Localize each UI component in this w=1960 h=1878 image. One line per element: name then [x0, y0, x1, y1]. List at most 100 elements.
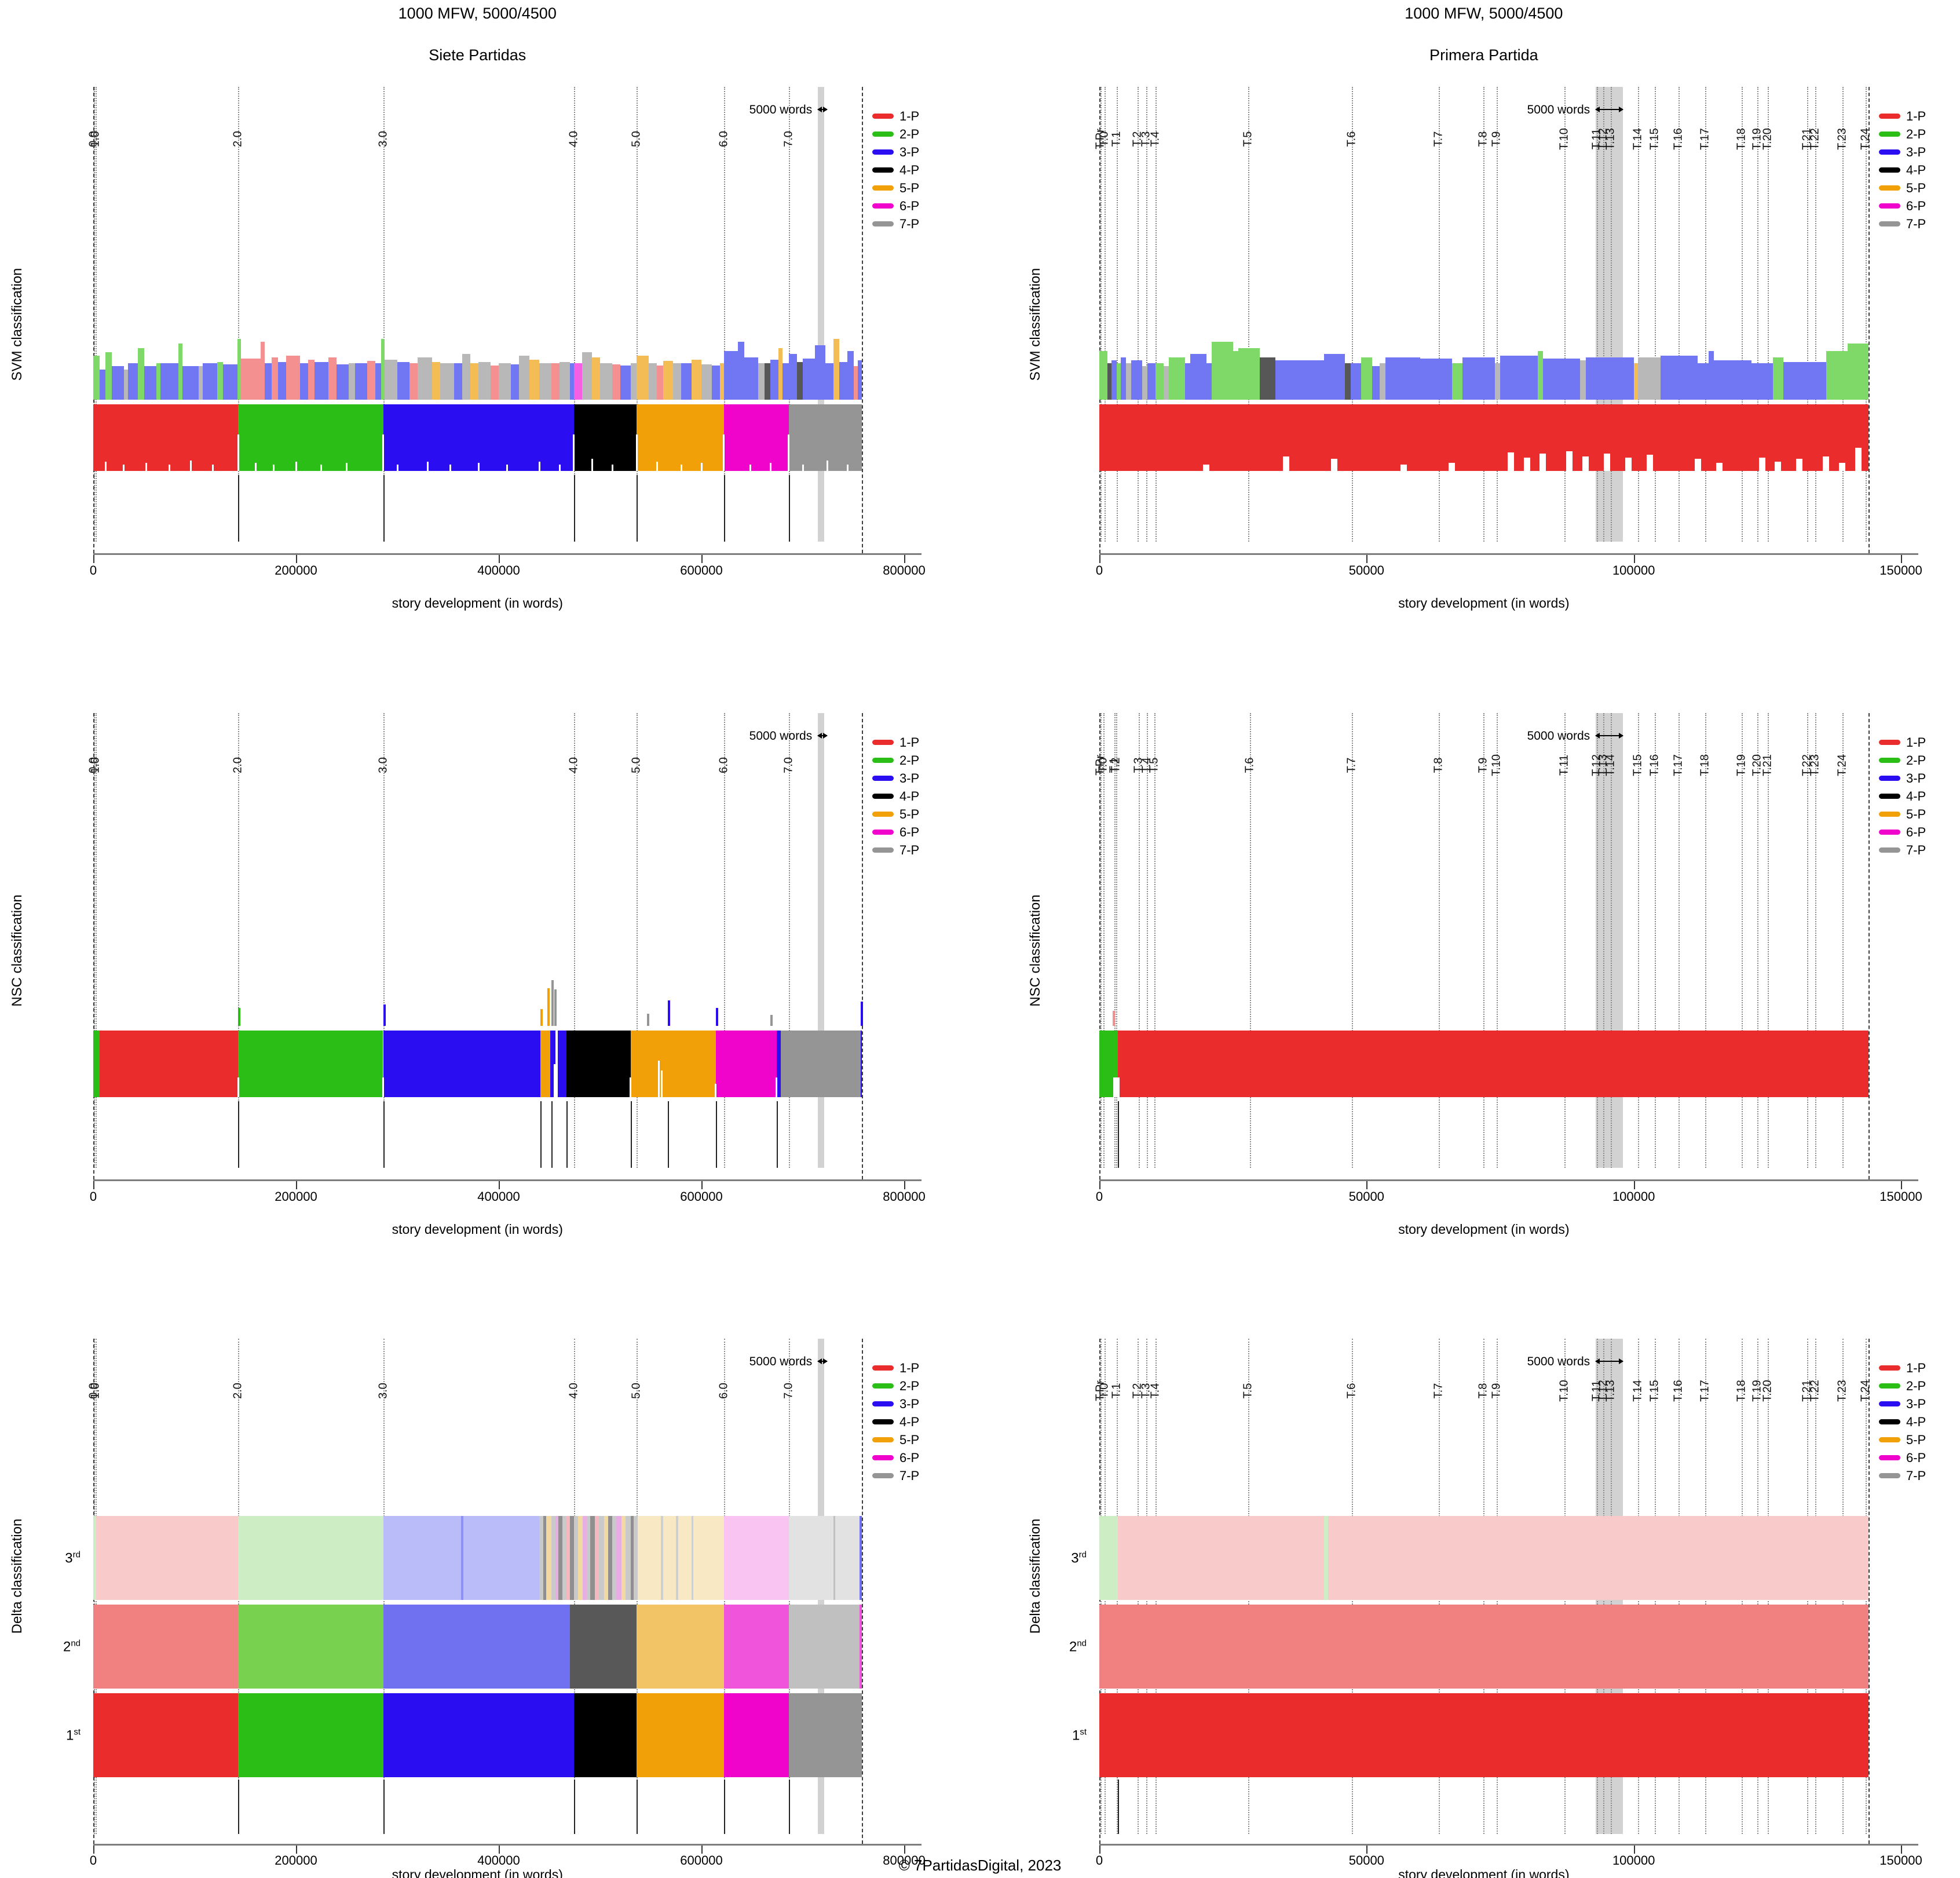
runner-up-spike [1113, 1010, 1116, 1026]
runner-up-bar [123, 369, 128, 400]
boundary-tick-line [573, 1780, 575, 1834]
section-tick-label: 7.0 [782, 131, 795, 147]
runner-up-bar [691, 359, 701, 400]
rank-label: 1st [66, 1727, 81, 1744]
section-divider-line [1705, 87, 1707, 542]
window-size-arrow [1596, 109, 1623, 110]
x-axis-tick [904, 1846, 905, 1854]
rank-band-segment [616, 1516, 621, 1600]
classification-band-segment [860, 1031, 862, 1097]
rank-band-segment [383, 1693, 574, 1777]
x-axis-tick [1633, 1181, 1635, 1189]
chart-subtitle: Primera Partida [1429, 46, 1538, 64]
legend-label: 5-P [1906, 806, 1926, 821]
band-notch [189, 460, 192, 471]
runner-up-bar [1380, 363, 1385, 400]
section-divider-line [1603, 713, 1605, 1168]
section-tick-label: T.18 [1698, 754, 1712, 776]
legend-label: 7-P [899, 842, 920, 857]
section-tick-label: T.1 [1110, 1383, 1123, 1399]
section-tick-label: T.4 [1149, 131, 1162, 147]
classification-band-segment [383, 1031, 540, 1097]
x-axis-tick-label: 600000 [680, 1853, 723, 1868]
rank-band-segment [599, 1516, 604, 1600]
y-axis-label: Delta classification [9, 1518, 25, 1634]
runner-up-bar [1275, 360, 1324, 400]
rank-band-segment [238, 1516, 383, 1600]
runner-up-bar [1451, 363, 1463, 400]
runner-up-bar [93, 356, 100, 400]
section-tick-label: T.13 [1604, 1380, 1617, 1402]
rank-band-segment [587, 1516, 590, 1600]
runner-up-bar [1847, 344, 1868, 400]
legend-label: 3-P [899, 144, 920, 159]
runner-up-bar [1168, 357, 1185, 400]
section-divider-line [238, 713, 240, 1168]
x-axis-line [1099, 553, 1918, 555]
arrow-right-head [1619, 107, 1624, 112]
band-notch [123, 464, 125, 471]
runner-up-bar [264, 363, 272, 400]
runner-up-bar [105, 352, 112, 400]
rank-band-segment [608, 1516, 612, 1600]
x-axis-tick-label: 50000 [1348, 563, 1384, 578]
section-divider-line [1100, 87, 1102, 542]
legend-swatch [872, 1473, 894, 1478]
rank-label: 3rd [65, 1550, 81, 1566]
runner-up-bar [1494, 363, 1500, 400]
legend-item: 3-P [1879, 143, 1926, 161]
section-divider-line [573, 713, 575, 1168]
band-notch [661, 1070, 663, 1097]
boundary-tick-line [776, 1101, 778, 1168]
boundary-tick-line [668, 1101, 670, 1168]
runner-up-bar [397, 361, 409, 400]
rank-number: 3 [65, 1550, 73, 1566]
legend-swatch [872, 1365, 894, 1371]
section-tick-label: T.8 [1476, 1383, 1490, 1399]
runner-up-bar [1772, 357, 1783, 400]
runner-up-bar [612, 364, 620, 400]
boundary-tick-line [238, 1101, 240, 1168]
section-divider-line [1679, 87, 1680, 542]
classification-band-segment [238, 404, 383, 471]
rank-band-segment [569, 1605, 637, 1689]
text-boundary-dashed-line [861, 87, 863, 553]
window-size-label: 5000 words [1527, 1355, 1590, 1368]
legend-swatch [1879, 203, 1900, 209]
runner-up-bar [385, 359, 397, 400]
legend-label: 6-P [899, 824, 920, 839]
section-divider-line [1483, 87, 1485, 542]
y-axis-label: NSC classification [1027, 894, 1043, 1007]
section-divider-line [1757, 713, 1758, 1168]
band-notch [573, 434, 575, 471]
legend-swatch [872, 847, 894, 853]
runner-up-bar [1500, 356, 1538, 400]
rank-band-segment [463, 1516, 539, 1600]
section-divider-line [1147, 713, 1149, 1168]
runner-up-bar [592, 357, 600, 400]
legend-item: 6-P [872, 823, 919, 841]
legend: 1-P 2-P 3-P 4-P 5-P 6-P 7-P [1879, 733, 1926, 859]
section-divider-line [1610, 713, 1612, 1168]
boundary-tick-line [715, 1101, 717, 1168]
legend-swatch [1879, 1401, 1900, 1406]
boundary-tick-line [540, 1101, 542, 1168]
rank-band-segment [555, 1516, 559, 1600]
band-notch [427, 461, 429, 471]
legend-item: 6-P [1879, 197, 1926, 215]
chart-delta-primera-partida: Delta classification T.Pr T.0 T.1 T.2 T.3 T.4 T… [980, 1252, 1960, 1878]
runner-up-bar [569, 363, 574, 400]
x-axis-title: story development (in words) [1398, 1867, 1570, 1878]
band-notch [553, 1064, 555, 1097]
section-tick-label: 7.0 [782, 1383, 795, 1399]
boundary-tick-line [383, 475, 385, 542]
legend-label: 5-P [899, 806, 920, 821]
runner-up-bar [847, 351, 854, 400]
band-notch [788, 434, 789, 471]
legend-swatch [1879, 185, 1900, 191]
rank-band-segment [93, 1605, 239, 1689]
band-notch [1566, 451, 1573, 471]
rank-band-segment [860, 1605, 862, 1689]
rank-band-segment [637, 1693, 724, 1777]
band-notch [1202, 464, 1210, 471]
